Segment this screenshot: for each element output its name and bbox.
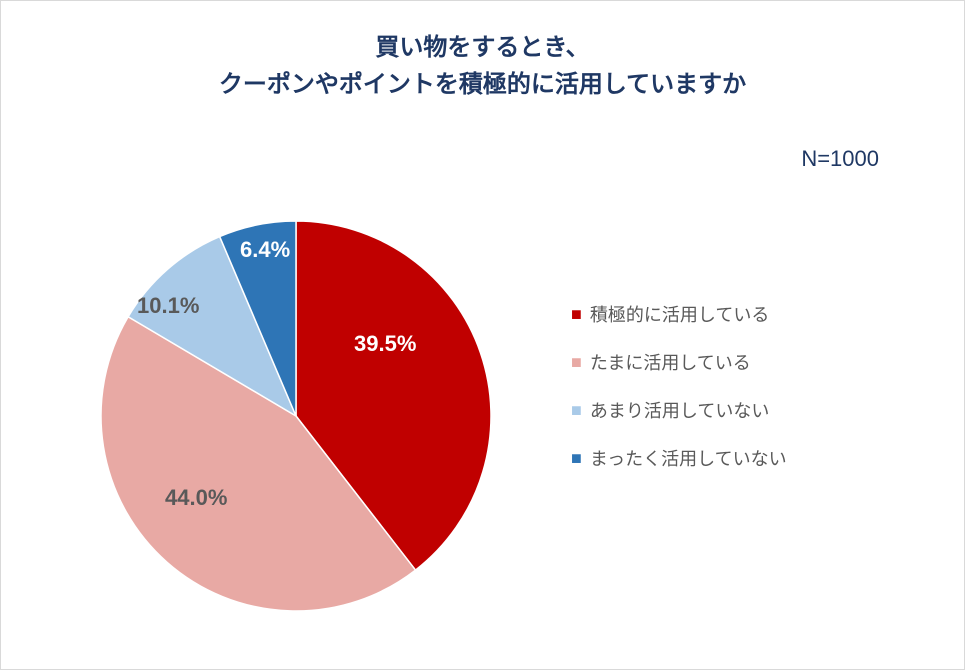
legend-swatch-1: ■ [571, 353, 582, 371]
legend-label-2: あまり活用していない [590, 397, 769, 423]
legend-item-3: ■ まったく活用していない [571, 445, 787, 471]
legend-swatch-0: ■ [571, 305, 582, 323]
legend: ■ 積極的に活用している ■ たまに活用している ■ あまり活用していない ■ まったく活用し… [571, 301, 787, 471]
pie-chart [99, 219, 493, 613]
sample-size-label: N=1000 [801, 146, 879, 172]
legend-item-2: ■ あまり活用していない [571, 397, 787, 423]
legend-label-3: まったく活用していない [590, 445, 787, 471]
legend-label-0: 積極的に活用している [590, 301, 769, 327]
chart-title-line2: クーポンやポイントを積極的に活用していますか [1, 66, 964, 103]
chart-title: 買い物をするとき、 クーポンやポイントを積極的に活用していますか [1, 29, 964, 103]
chart-title-line1: 買い物をするとき、 [1, 29, 964, 66]
pie-datalabel-2: 10.1% [137, 293, 199, 319]
pie-datalabel-1: 44.0% [165, 485, 227, 511]
chart-container: { "chart": { "type": "pie", "title_line1… [0, 0, 965, 670]
pie-datalabel-0: 39.5% [354, 331, 416, 357]
legend-swatch-2: ■ [571, 401, 582, 419]
legend-swatch-3: ■ [571, 449, 582, 467]
legend-label-1: たまに活用している [590, 349, 751, 375]
legend-item-1: ■ たまに活用している [571, 349, 787, 375]
pie-svg [99, 219, 493, 613]
legend-item-0: ■ 積極的に活用している [571, 301, 787, 327]
pie-datalabel-3: 6.4% [240, 237, 290, 263]
